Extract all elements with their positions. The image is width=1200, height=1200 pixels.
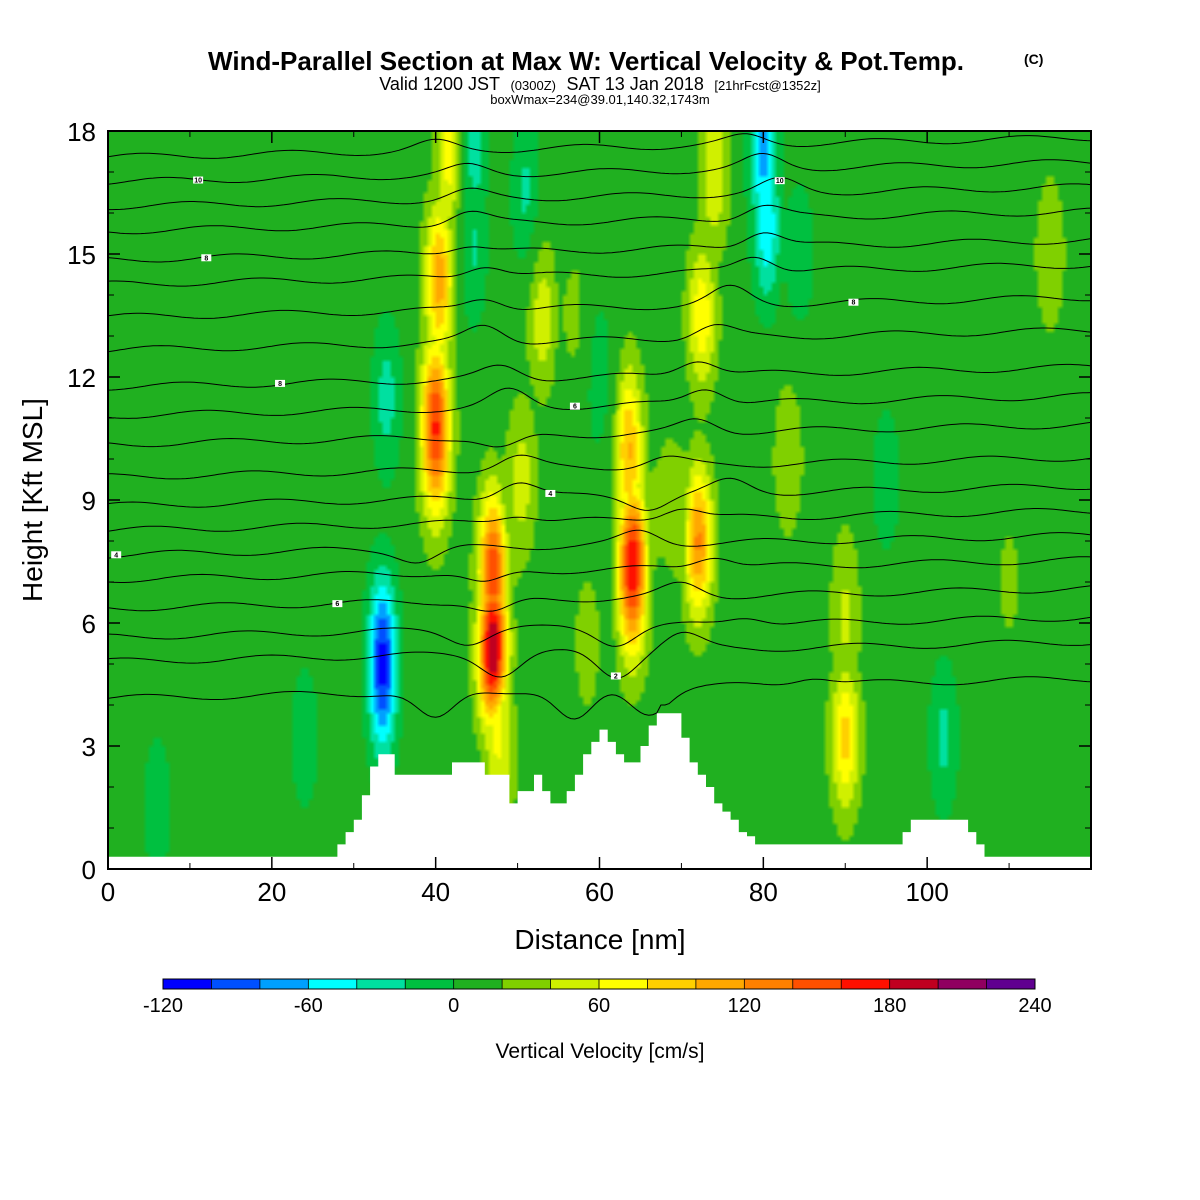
isentrope-label-bg: [111, 551, 122, 559]
isentrope-label-bg: [610, 672, 621, 680]
chart-subtitle: Valid 1200 JST (0300Z) SAT 13 Jan 2018 […: [379, 74, 821, 94]
isentrope-label: 6: [335, 601, 339, 608]
x-tick-label: 0: [101, 877, 115, 907]
isentrope-line: [108, 256, 1091, 287]
isentrope-line: [108, 176, 1091, 211]
colorbar-title: Vertical Velocity [cm/s]: [496, 1040, 705, 1063]
x-tick-label: 60: [585, 877, 614, 907]
x-tick-label: 100: [905, 877, 948, 907]
isentrope-label: 8: [851, 300, 855, 307]
colorbar-swatch: [259, 979, 309, 989]
colorbar-swatch: [550, 979, 600, 989]
y-tick-label: 3: [82, 732, 96, 762]
colorbar-swatch: [792, 979, 842, 989]
isentrope-line: [108, 418, 1091, 448]
isentrope-line: [108, 529, 1091, 564]
isentrope-label-bg: [193, 176, 204, 184]
isentrope-line: [108, 152, 1091, 185]
y-tick-label: 0: [82, 855, 96, 885]
y-tick-label: 12: [67, 363, 96, 393]
isentrope-label-bg: [569, 402, 580, 410]
isentrope-label-bg: [848, 298, 859, 306]
colorbar-tick-label: -120: [143, 995, 183, 1017]
isentrope-line: [108, 615, 1091, 647]
x-axis-title: Distance [nm]: [514, 924, 685, 955]
y-axis-title: Height [Kft MSL]: [17, 398, 48, 602]
isentrope-label: 6: [573, 404, 577, 411]
chart-title: Wind-Parallel Section at Max W: Vertical…: [208, 46, 964, 76]
isentrope-line: [108, 204, 1091, 235]
isentrope-line: [108, 232, 1091, 263]
y-tick-label: 15: [67, 240, 96, 270]
colorbar-swatch: [647, 979, 697, 989]
colorbar-tick-label: 180: [873, 995, 906, 1017]
isentrope-line: [108, 631, 1091, 679]
isentrope-label-bg: [275, 379, 286, 387]
isentrope-label-bg: [774, 177, 785, 185]
colorbar-swatch: [744, 979, 794, 989]
colorbar-swatch: [405, 979, 455, 989]
colorbar-tick-label: -60: [294, 995, 323, 1017]
colorbar-swatch: [502, 979, 552, 989]
isentrope-line: [108, 477, 1091, 511]
colorbar-swatch: [695, 979, 745, 989]
colorbar-tick-label: 240: [1018, 995, 1051, 1017]
colorbar-swatch: [211, 979, 261, 989]
isentrope-label: 10: [194, 178, 202, 185]
y-tick-label: 6: [82, 609, 96, 639]
isentrope-line: [108, 676, 1091, 720]
isentrope-label: 8: [204, 255, 208, 262]
colorbar: -120 -60 0 60 120 180 240: [143, 978, 1052, 1017]
colorbar-tick-label: 0: [448, 995, 459, 1017]
x-tick-label: 80: [749, 877, 778, 907]
isentrope-label: 10: [776, 178, 784, 185]
isentrope-label-bg: [332, 600, 343, 608]
colorbar-swatch: [356, 979, 406, 989]
subtitle-valid-time: Valid 1200 JST: [379, 74, 500, 94]
colorbar-tick-label: 60: [588, 995, 610, 1017]
colorbar-tick-label: 120: [728, 995, 761, 1017]
colorbar-swatch: [308, 979, 358, 989]
axes: 0 20 40 60 80 100 0 3 6 9 12 15 18: [67, 117, 1091, 907]
chart-subtitle-box: boxWmax=234@39.01,140.32,1743m: [490, 92, 710, 107]
colorbar-swatch: [453, 979, 503, 989]
isentrope-line: [108, 284, 1091, 319]
isentrope-line: [108, 556, 1091, 583]
colorbar-swatch: [841, 979, 891, 989]
subtitle-utc-time: (0300Z): [510, 78, 556, 93]
y-tick-label: 9: [82, 486, 96, 516]
subtitle-date: SAT 13 Jan 2018: [566, 74, 703, 94]
x-tick-label: 20: [257, 877, 286, 907]
isentrope-line: [108, 361, 1091, 391]
isentrope-label: 2: [614, 673, 618, 680]
colorbar-frame: [162, 978, 1036, 990]
isentrope-label: 8: [278, 381, 282, 388]
terrain-mask: [108, 713, 1091, 869]
colorbar-swatch: [163, 979, 212, 989]
isentrope-label-bg: [201, 254, 212, 262]
isentrope-label: 4: [548, 491, 552, 498]
colorbar-swatch: [986, 979, 1036, 989]
plot-area: 2 6 4 4 6 8 8 8 10 10: [108, 131, 1091, 869]
colorbar-swatch: [938, 979, 988, 989]
colorbar-swatch: [889, 979, 939, 989]
colorbar-swatch: [599, 979, 648, 989]
x-tick-label: 40: [421, 877, 450, 907]
isentrope-line: [108, 508, 1091, 532]
isentrope-line: [108, 454, 1091, 480]
potential-temperature-contours: 2 6 4 4 6 8 8 8 10 10: [108, 133, 1091, 720]
copyright-mark: (C): [1024, 51, 1043, 67]
isentrope-line: [108, 387, 1091, 419]
isentrope-label: 4: [114, 552, 118, 559]
isentrope-line: [108, 323, 1091, 353]
isentrope-line: [108, 581, 1091, 612]
y-tick-label: 18: [67, 117, 96, 147]
subtitle-forecast: [21hrFcst@1352z]: [714, 78, 820, 93]
isentrope-label-bg: [545, 489, 556, 497]
